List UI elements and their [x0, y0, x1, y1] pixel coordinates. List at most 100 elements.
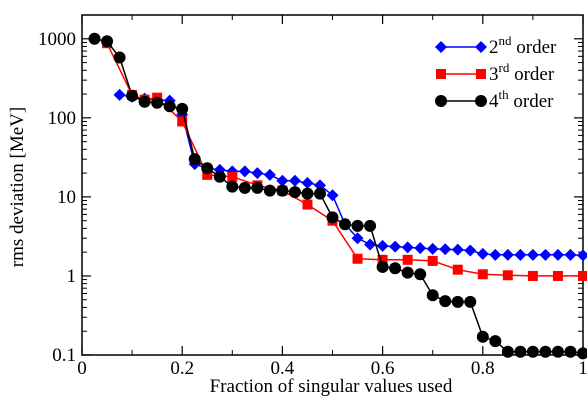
data-point [551, 248, 564, 261]
data-point [351, 232, 364, 245]
x-axis-ticks: 0 0.2 0.4 0.6 0.8 1 [77, 15, 587, 379]
data-point [577, 347, 587, 360]
data-point [113, 51, 126, 64]
data-point [389, 262, 402, 275]
data-point [364, 219, 377, 232]
data-point [188, 153, 201, 166]
legend-marker [436, 69, 446, 79]
data-point [126, 89, 139, 102]
data-point [501, 248, 514, 261]
x-axis-title: Fraction of singular values used [210, 376, 453, 397]
data-point [401, 241, 414, 254]
data-point [552, 270, 563, 281]
data-point [313, 187, 326, 200]
data-point [326, 189, 339, 202]
data-point [477, 269, 488, 280]
series-diamond [113, 88, 587, 262]
legend-marker [475, 41, 487, 53]
data-point [451, 295, 464, 308]
data-point [464, 295, 477, 308]
data-point [414, 268, 427, 281]
y-tick-label: 10 [57, 187, 76, 208]
data-point [113, 88, 126, 101]
data-point [364, 238, 377, 251]
data-point [201, 162, 214, 175]
data-point [326, 211, 339, 224]
data-point [439, 295, 452, 308]
data-point [276, 174, 289, 187]
data-point [238, 165, 251, 178]
data-point [564, 248, 577, 261]
x-tick-label: 0.2 [170, 358, 194, 379]
data-point [263, 168, 276, 181]
legend-label: 3rd order [489, 60, 555, 85]
data-point [502, 270, 513, 281]
data-point [564, 345, 577, 358]
legend-marker [435, 41, 447, 53]
data-point [578, 270, 587, 281]
data-point [389, 240, 402, 253]
data-point [527, 270, 538, 281]
data-point [401, 266, 414, 279]
data-point [464, 244, 477, 257]
data-point [402, 254, 413, 265]
data-point [151, 96, 164, 109]
y-axis-ticks: 0.1 1 10 100 1000 [38, 14, 583, 366]
legend-item: 4th order [435, 87, 554, 112]
series-layer [88, 32, 587, 360]
legend-item: 3rd order [436, 60, 555, 85]
data-point [376, 239, 389, 252]
legend-marker [476, 69, 486, 79]
data-point [426, 242, 439, 255]
data-point [339, 218, 352, 231]
x-tick-label: 0.8 [471, 358, 495, 379]
data-point [251, 181, 264, 194]
data-point [476, 247, 489, 260]
data-point [202, 169, 213, 180]
data-point [514, 248, 527, 261]
data-point [577, 249, 587, 262]
data-point [302, 199, 313, 210]
data-point [476, 330, 489, 343]
data-point [276, 184, 289, 197]
data-point [351, 219, 364, 232]
data-point [427, 255, 438, 266]
data-point [377, 254, 388, 265]
data-point [426, 289, 439, 302]
data-point [226, 180, 239, 193]
data-point [238, 181, 251, 194]
data-point [551, 345, 564, 358]
data-point [213, 170, 226, 183]
legend-label: 4th order [489, 87, 554, 112]
x-tick-label: 1 [578, 358, 587, 379]
data-point [489, 248, 502, 261]
data-point [288, 186, 301, 199]
data-point [163, 100, 176, 113]
series-line [94, 38, 584, 355]
series-circle [88, 32, 587, 360]
data-point [88, 32, 101, 45]
data-point [414, 242, 427, 255]
data-point [439, 243, 452, 256]
data-point [501, 345, 514, 358]
data-point [514, 345, 527, 358]
legend-marker [435, 95, 447, 107]
data-point [101, 35, 114, 48]
data-point [452, 264, 463, 275]
series-line [119, 94, 584, 257]
data-point [352, 253, 363, 264]
data-point [251, 167, 264, 180]
x-tick-label: 0.6 [371, 358, 395, 379]
data-point [451, 243, 464, 256]
y-tick-label: 0.1 [52, 345, 76, 366]
legend-label: 2nd order [489, 33, 557, 58]
legend-item: 2nd order [435, 33, 557, 58]
data-point [313, 179, 326, 192]
data-point [176, 102, 189, 115]
data-point [526, 345, 539, 358]
data-point [526, 248, 539, 261]
data-point [288, 174, 301, 187]
data-point [539, 345, 552, 358]
